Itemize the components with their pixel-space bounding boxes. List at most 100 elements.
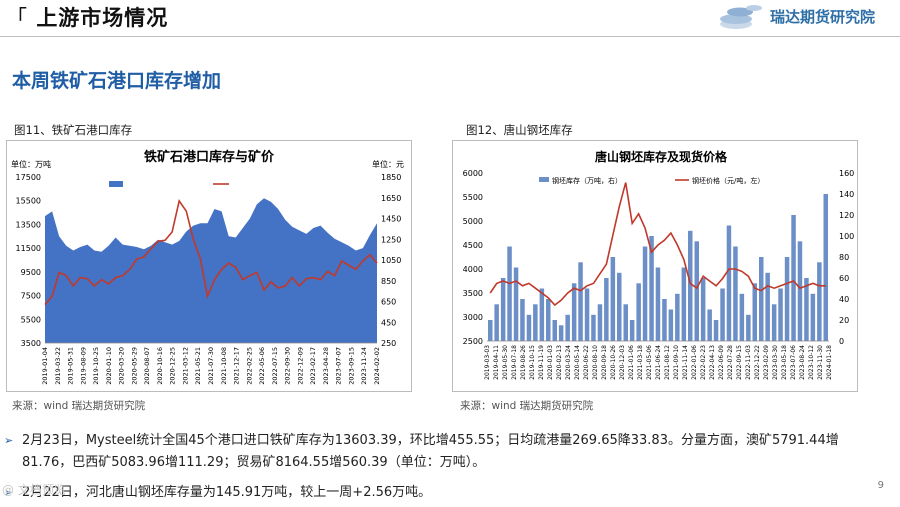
x-tick: 2022-12-09: [296, 347, 304, 385]
bar-inventory: [655, 267, 661, 341]
arrow-bullet-icon: ➢: [4, 486, 14, 499]
x-tick: 2019-04-11: [493, 345, 500, 380]
x-tick: 2023-03-30: [772, 345, 779, 380]
x-tick: 2020-08-07: [143, 347, 151, 385]
bar-inventory: [804, 278, 809, 341]
x-tick: 2020-12-25: [169, 347, 177, 385]
bar-inventory: [533, 304, 538, 342]
bar-inventory: [759, 257, 764, 341]
x-tick: 2021-05-06: [646, 345, 653, 380]
y-tick-left: 7500: [21, 292, 41, 301]
chart-right-source: 来源：wind 瑞达期货研究院: [460, 400, 594, 412]
x-tick: 2020-08-10: [592, 345, 599, 380]
bar-inventory: [784, 257, 790, 341]
bar-inventory: [539, 288, 545, 341]
y-tick-right: 100: [839, 232, 854, 241]
x-tick: 2020-03-24: [565, 345, 572, 380]
arrow-bullet-icon: ➢: [4, 434, 14, 447]
y-tick-left: 13500: [16, 220, 41, 229]
x-tick: 2022-09-15: [736, 345, 743, 380]
x-tick: 2022-02-25: [245, 347, 253, 385]
legend-label-price: 澳洲麦克粉61%（右）: [232, 180, 314, 190]
chart-left-caption: 图11、铁矿石港口库存: [14, 123, 133, 137]
x-tick: 2022-09-30: [284, 347, 292, 385]
bar-inventory: [500, 278, 506, 341]
x-tick: 2021-06-24: [655, 345, 662, 380]
x-tick: 2021-11-14: [682, 345, 689, 380]
y-tick-right: 1650: [381, 194, 401, 203]
bar-inventory: [765, 272, 770, 342]
x-tick: 2019-11-19: [538, 345, 545, 380]
bar-inventory: [817, 262, 822, 342]
bar-inventory: [558, 325, 564, 342]
bar-inventory: [797, 241, 803, 342]
x-tick: 2020-02-13: [556, 345, 563, 380]
legend-label-inventory: 钢坯库存（万吨，右）: [552, 176, 622, 185]
y-tick-left: 5500: [463, 193, 483, 202]
header-divider: [0, 36, 900, 37]
title-text: 上游市场情况: [36, 6, 169, 30]
chart-right-caption: 图12、唐山钢坯库存: [466, 123, 573, 137]
x-tick: 2020-10-26: [610, 345, 617, 380]
y-tick-right: 1450: [381, 215, 401, 224]
bar-inventory: [526, 314, 532, 342]
x-tick: 2020-01-03: [547, 345, 554, 380]
x-tick: 2020-09-18: [601, 345, 608, 380]
x-tick: 2023-07-06: [790, 345, 797, 380]
bar-inventory: [746, 314, 751, 342]
bar-inventory: [778, 288, 783, 341]
x-tick: 2023-07-07: [335, 347, 343, 385]
bar-inventory: [610, 257, 616, 341]
y-tick-left: 15500: [16, 197, 41, 206]
x-tick: 2022-04-13: [709, 345, 716, 380]
y-tick-right: 650: [381, 298, 396, 307]
x-tick: 2024-02-02: [373, 347, 381, 385]
x-tick: 2023-08-24: [799, 345, 806, 380]
bar-inventory: [810, 293, 816, 342]
y-tick-right: 1050: [381, 256, 401, 265]
x-tick: 2021-07-30: [207, 347, 215, 385]
bullet-2-text: 2月22日，河北唐山钢坯库存量为145.91万吨，较上一周+2.56万吨。: [22, 485, 432, 500]
bar-inventory: [668, 309, 674, 341]
y-tick-right: 0: [839, 337, 844, 346]
bar-inventory: [584, 288, 590, 341]
x-tick: 2022-11-03: [745, 345, 752, 380]
bar-inventory: [513, 267, 519, 341]
y-tick-right: 250: [381, 339, 396, 348]
bar-inventory: [591, 314, 596, 342]
page-title: 「 上游市场情况: [6, 2, 168, 32]
y-tick-right: 20: [839, 316, 849, 325]
legend-label-inventory: 库存量（左）: [127, 180, 175, 190]
bar-inventory: [494, 304, 499, 342]
bar-inventory: [688, 230, 693, 342]
x-tick: 2020-05-29: [130, 347, 138, 385]
bar-inventory: [604, 278, 609, 341]
bar-inventory: [700, 278, 706, 341]
y-tick-left: 9500: [21, 268, 41, 277]
x-tick: 2019-10-25: [92, 347, 100, 385]
series-area-inventory: [45, 198, 377, 343]
x-tick: 2021-01-06: [628, 345, 635, 380]
y-tick-left: 6000: [463, 169, 483, 178]
chart-title: 铁矿石港口库存与矿价: [143, 149, 275, 165]
bullet-1-text: 2月23日，Mysteel统计全国45个港口进口铁矿库存为13603.39，环比…: [22, 433, 839, 448]
y-tick-left: 3500: [21, 339, 41, 348]
logo: 瑞达期货研究院: [718, 2, 898, 32]
x-tick: 2022-07-15: [271, 347, 279, 385]
y-tick-right: 1850: [381, 173, 401, 182]
y-tick-left: 3000: [463, 313, 483, 322]
chart-title: 唐山钢坯库存及现货价格: [595, 149, 728, 164]
x-tick: 2019-01-04: [41, 347, 49, 385]
x-tick: 2019-08-09: [79, 347, 87, 385]
x-tick: 2021-12-17: [233, 347, 241, 385]
bar-inventory: [662, 299, 667, 341]
chart-right: 唐山钢坯库存及现货价格 6000 5500 5000 4500 4000 3500 3000 2…: [463, 149, 855, 380]
bar-inventory: [552, 320, 557, 341]
x-tick: 2019-10-15: [529, 345, 536, 380]
x-tick: 2021-03-12: [181, 347, 189, 385]
chart-right-panel: 唐山钢坯库存及现货价格 6000 5500 5000 4500 4000 3500 3000 2…: [452, 140, 858, 392]
bar-inventory: [649, 236, 654, 341]
y-tick-right: 450: [381, 318, 396, 327]
